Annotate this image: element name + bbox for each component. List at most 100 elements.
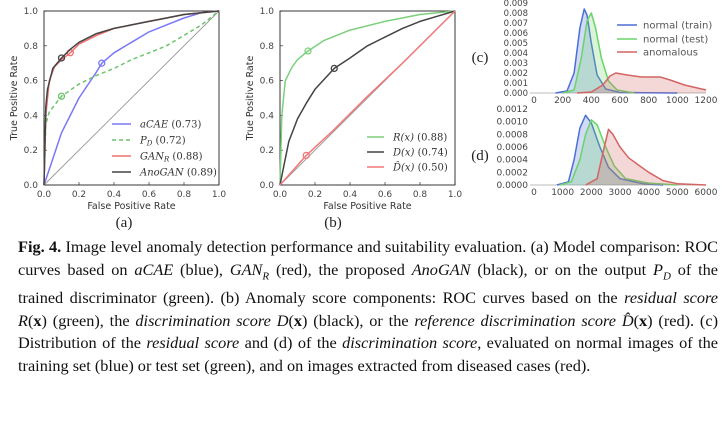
panel-label: (b) xyxy=(324,215,342,231)
y-tick-label: 0.0010 xyxy=(497,118,529,128)
x-tick-label: 1200 xyxy=(695,96,718,106)
x-tick-label: 0.8 xyxy=(177,190,192,200)
y-tick-label: 0.0006 xyxy=(497,143,529,153)
x-tick-label: 5000 xyxy=(666,188,689,198)
caption-segment: (black), or on the output xyxy=(470,259,653,279)
legend-entry: D(x) (0.74) xyxy=(392,148,448,159)
x-tick-label: 0.0 xyxy=(273,190,288,200)
chart-a: (a) 0.0 0.2 0.4 0.6 0.8 1.0 0.0 0.2 0.4 0.6 0.8 1.0 F… xyxy=(9,7,226,231)
series-line-0 xyxy=(279,10,456,186)
y-tick-label: 0.0 xyxy=(24,181,39,191)
operating-point-marker xyxy=(57,54,66,62)
caption-segment: ( xyxy=(288,310,294,330)
x-tick-label: 0.6 xyxy=(378,190,393,200)
legend-entry: GANR (0.88) xyxy=(140,152,203,164)
x-axis-label: False Positive Rate xyxy=(87,201,175,212)
x-tick-label: 0.8 xyxy=(413,190,428,200)
x-tick-label: 0 xyxy=(531,188,537,198)
x-tick-label: 400 xyxy=(583,96,600,106)
series-line-0 xyxy=(556,114,664,186)
legend-name: aCAE xyxy=(140,120,169,131)
series-line-0 xyxy=(555,8,678,94)
y-tick-label: 0.000 xyxy=(504,89,528,99)
legend-name: P xyxy=(139,136,147,147)
series-line-1 xyxy=(562,12,635,94)
series-line-1 xyxy=(43,10,220,186)
caption-segment: , evaluated on normal images of the trai… xyxy=(18,333,719,375)
y-tick-label: 0.0002 xyxy=(497,168,529,178)
y-tick-label: 0.002 xyxy=(504,69,528,79)
y-tick-label: 1.0 xyxy=(24,7,39,17)
caption-segment: ( xyxy=(633,310,639,330)
legend-name: D(x) xyxy=(392,148,415,159)
caption-segment: aCAE xyxy=(134,259,174,279)
y-tick-label: 0.005 xyxy=(504,39,528,49)
caption-segment: x xyxy=(293,310,303,330)
operating-point-marker xyxy=(98,59,106,67)
caption-segment: residual score xyxy=(146,333,240,353)
y-axis-label: True Positive Rate xyxy=(9,56,20,142)
caption-segment: (red), the proposed xyxy=(269,259,412,279)
y-axis-label: True Positive Rate xyxy=(245,56,256,142)
y-tick-label: 0.004 xyxy=(504,49,528,59)
x-tick-label: 0.2 xyxy=(72,190,86,200)
x-tick-label: 1.0 xyxy=(448,190,463,200)
figure-caption: Fig. 4. Image level anomaly detection pe… xyxy=(18,236,718,377)
y-tick-label: 0.8 xyxy=(260,42,275,52)
legend-subscript: D xyxy=(146,140,153,148)
series-line-1 xyxy=(279,10,456,186)
density-area-1 xyxy=(559,119,678,185)
legend-entry: D̂(x) (0.50) xyxy=(392,162,448,174)
y-tick-label: 0.009 xyxy=(504,0,528,9)
y-tick-label: 0.0 xyxy=(260,181,275,191)
x-tick-label: 0.6 xyxy=(142,190,157,200)
x-tick-label: 4000 xyxy=(637,188,660,198)
x-tick-label: 6000 xyxy=(695,188,718,198)
caption-segment: P xyxy=(653,259,663,279)
legend-auc: (0.89) xyxy=(184,168,217,179)
caption-segment: discrimination score xyxy=(342,333,478,353)
y-tick-label: 0.0004 xyxy=(497,156,529,166)
chart-c: (c)0 200 400 600 800 1000 12000.0000.0010.0020… xyxy=(472,0,718,106)
caption-segment: R xyxy=(262,269,270,282)
x-tick-label: 1000 xyxy=(551,188,574,198)
y-tick-label: 0.0000 xyxy=(497,181,529,191)
legend-auc: (0.74) xyxy=(414,148,447,159)
caption-segment: discrimination score D xyxy=(135,310,289,330)
caption-segment: AnoGAN xyxy=(411,259,471,279)
legend-auc: (0.50) xyxy=(414,163,447,174)
y-tick-label: 1.0 xyxy=(260,7,275,17)
series-line-2 xyxy=(279,10,456,186)
panel-label: (c) xyxy=(472,50,489,66)
x-tick-label: 0 xyxy=(531,96,537,106)
x-tick-label: 2000 xyxy=(580,188,603,198)
y-tick-label: 0.001 xyxy=(504,79,528,89)
y-tick-label: 0.4 xyxy=(260,111,275,121)
legend-entry: aCAE (0.73) xyxy=(140,120,201,131)
chance-diagonal xyxy=(43,10,220,186)
operating-point-marker xyxy=(330,64,338,73)
x-tick-label: 0.0 xyxy=(37,190,52,200)
y-tick-label: 0.2 xyxy=(24,146,38,156)
chart-d: (d) 0 1000 2000 3000 4000 5000 6000 0.0000 0.0002… xyxy=(471,105,717,198)
series-line-2 xyxy=(585,128,707,186)
x-tick-label: 3000 xyxy=(609,188,632,198)
x-tick-label: 600 xyxy=(611,96,628,106)
legend-entry: R(x) (0.88) xyxy=(392,133,447,144)
y-tick-label: 0.0008 xyxy=(497,130,529,140)
x-tick-label: 1000 xyxy=(666,96,689,106)
caption-segment: x xyxy=(639,310,648,330)
caption-segment: ( xyxy=(27,310,34,330)
legend-auc: (0.73) xyxy=(168,120,201,131)
legend-auc: (0.88) xyxy=(169,152,202,163)
legend-name: anomalous xyxy=(643,48,698,59)
caption-segment: (red). (c) Distribution of the xyxy=(18,310,719,353)
density-area-2 xyxy=(585,129,706,185)
series-line-3 xyxy=(43,10,220,186)
caption-segment: (green), the xyxy=(46,310,136,330)
x-tick-label: 0.4 xyxy=(343,190,358,200)
legend-entry: anomalous xyxy=(643,48,698,59)
plot-frame xyxy=(279,10,456,186)
x-tick-label: 0.4 xyxy=(107,190,122,200)
x-axis-label: False Positive Rate xyxy=(323,201,411,212)
